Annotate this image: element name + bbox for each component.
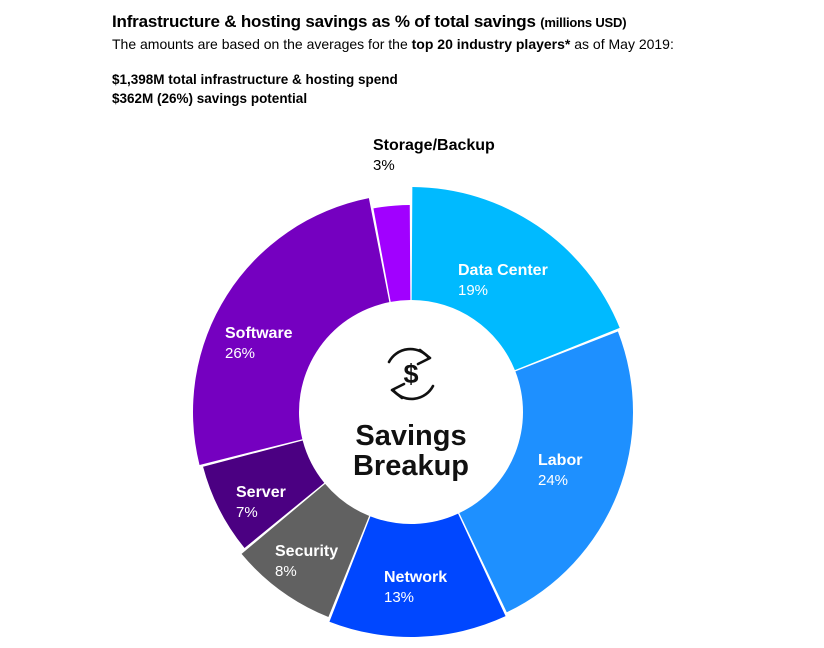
title-unit: (millions USD) (540, 15, 627, 30)
title-text: Infrastructure & hosting savings as % of… (112, 12, 536, 31)
center-label-line2: Breakup (353, 450, 469, 482)
slice-value-data-center: 19% (458, 282, 488, 299)
slice-data-center (411, 187, 620, 371)
slice-labor (459, 331, 634, 613)
slice-label-security: Security (275, 543, 338, 560)
chart-title: Infrastructure & hosting savings as % of… (112, 12, 812, 32)
donut-slices (193, 187, 634, 637)
slice-value-security: 8% (275, 563, 297, 580)
subtitle-bold: top 20 industry players* (411, 36, 571, 52)
slice-value-network: 13% (384, 589, 414, 606)
subtitle-post: as of May 2019: (570, 36, 674, 52)
slice-security (241, 483, 370, 617)
slice-value-software: 26% (225, 345, 255, 362)
slice-labels: Data Center 19% Labor 24% Network 13% Security… (225, 137, 582, 606)
center-label-line1: Savings (355, 420, 466, 452)
slice-label-storage-backup: Storage/Backup (373, 137, 495, 154)
svg-text:$: $ (403, 359, 418, 389)
slice-storage-backup (373, 205, 411, 302)
slice-value-storage-backup: 3% (373, 157, 395, 174)
slice-software (193, 198, 390, 465)
slice-label-server: Server (236, 484, 286, 501)
chart-subtitle: The amounts are based on the averages fo… (112, 36, 812, 52)
dollar-cycle-icon: $ (387, 347, 435, 401)
stat-total-spend: $1,398M total infrastructure & hosting s… (112, 72, 398, 87)
chart-header: Infrastructure & hosting savings as % of… (112, 12, 812, 106)
slice-label-network: Network (384, 569, 447, 586)
stat-savings-potential: $362M (26%) savings potential (112, 91, 308, 106)
subtitle-pre: The amounts are based on the averages fo… (112, 36, 412, 52)
slice-value-server: 7% (236, 504, 258, 521)
slice-label-software: Software (225, 325, 293, 342)
slice-label-data-center: Data Center (458, 262, 548, 279)
slice-network (329, 513, 506, 637)
slice-value-labor: 24% (538, 472, 568, 489)
slice-label-labor: Labor (538, 452, 582, 469)
slice-server (203, 440, 325, 549)
